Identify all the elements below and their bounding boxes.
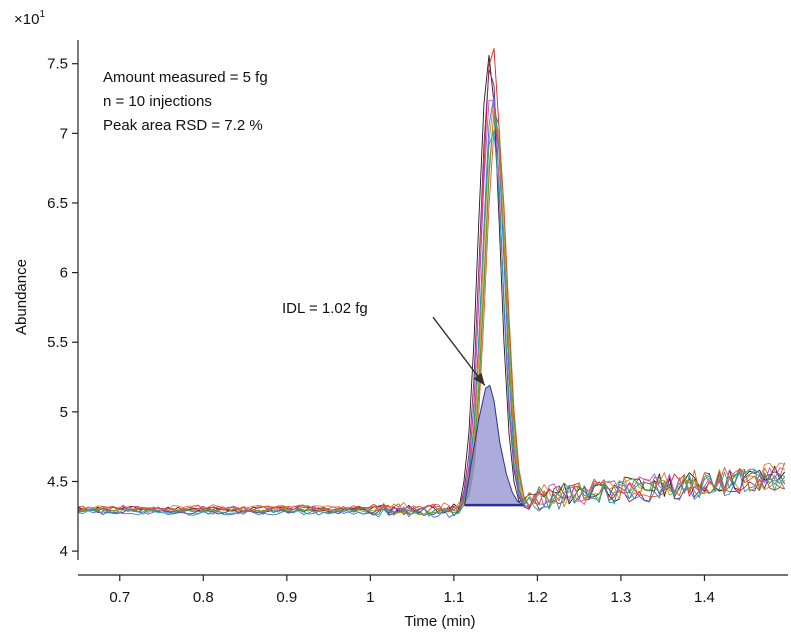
info-annotation: Amount measured = 5 fg n = 10 injections… bbox=[103, 69, 268, 134]
x-tick-label: 1.2 bbox=[527, 589, 548, 606]
y-tick-label: 5.5 bbox=[47, 334, 68, 351]
series-line bbox=[77, 109, 786, 515]
y-axis-multiplier: ×101 bbox=[14, 9, 45, 28]
idl-arrow-line bbox=[432, 316, 486, 386]
x-tick-label: 0.8 bbox=[193, 589, 214, 606]
series-line bbox=[77, 95, 786, 518]
y-tick-label: 4.5 bbox=[47, 473, 68, 490]
info-line-injections: n = 10 injections bbox=[103, 93, 212, 110]
series-line bbox=[77, 129, 786, 513]
series-line bbox=[77, 130, 785, 518]
y-tick-label: 7 bbox=[60, 125, 68, 142]
y-tick-label: 4 bbox=[60, 543, 68, 560]
x-tick-label: 1.4 bbox=[694, 589, 715, 606]
info-line-amount: Amount measured = 5 fg bbox=[103, 69, 268, 86]
y-axis-title: Abundance bbox=[13, 259, 30, 335]
y-tick-label: 5 bbox=[60, 404, 68, 421]
series-line bbox=[77, 113, 786, 516]
x-axis-title: Time (min) bbox=[404, 613, 475, 630]
x-tick-label: 1.1 bbox=[443, 589, 464, 606]
x-tick-label: 0.9 bbox=[276, 589, 297, 606]
idl-label: IDL = 1.02 fg bbox=[282, 300, 368, 317]
x-tick-label: 1 bbox=[366, 589, 374, 606]
y-multiplier-base: ×10 bbox=[14, 11, 39, 28]
y-tick-label: 7.5 bbox=[47, 56, 68, 73]
x-tick-label: 1.3 bbox=[611, 589, 632, 606]
y-multiplier-exponent: 1 bbox=[39, 9, 45, 20]
axes: 4 4.5 5 5.5 6 6.5 7 7.5 0.7 0.8 0.9 1 1.1 1.2 1.3 1.4 bbox=[47, 40, 788, 606]
series-line bbox=[77, 99, 785, 513]
info-line-rsd: Peak area RSD = 7.2 % bbox=[103, 117, 263, 134]
idl-area bbox=[464, 384, 525, 506]
x-tick-label: 0.7 bbox=[109, 589, 130, 606]
plot-area bbox=[77, 48, 786, 518]
idl-arrow-head bbox=[473, 372, 485, 386]
series-line bbox=[77, 98, 785, 512]
y-tick-label: 6 bbox=[60, 265, 68, 282]
y-tick-label: 6.5 bbox=[47, 195, 68, 212]
series-line bbox=[77, 68, 786, 517]
